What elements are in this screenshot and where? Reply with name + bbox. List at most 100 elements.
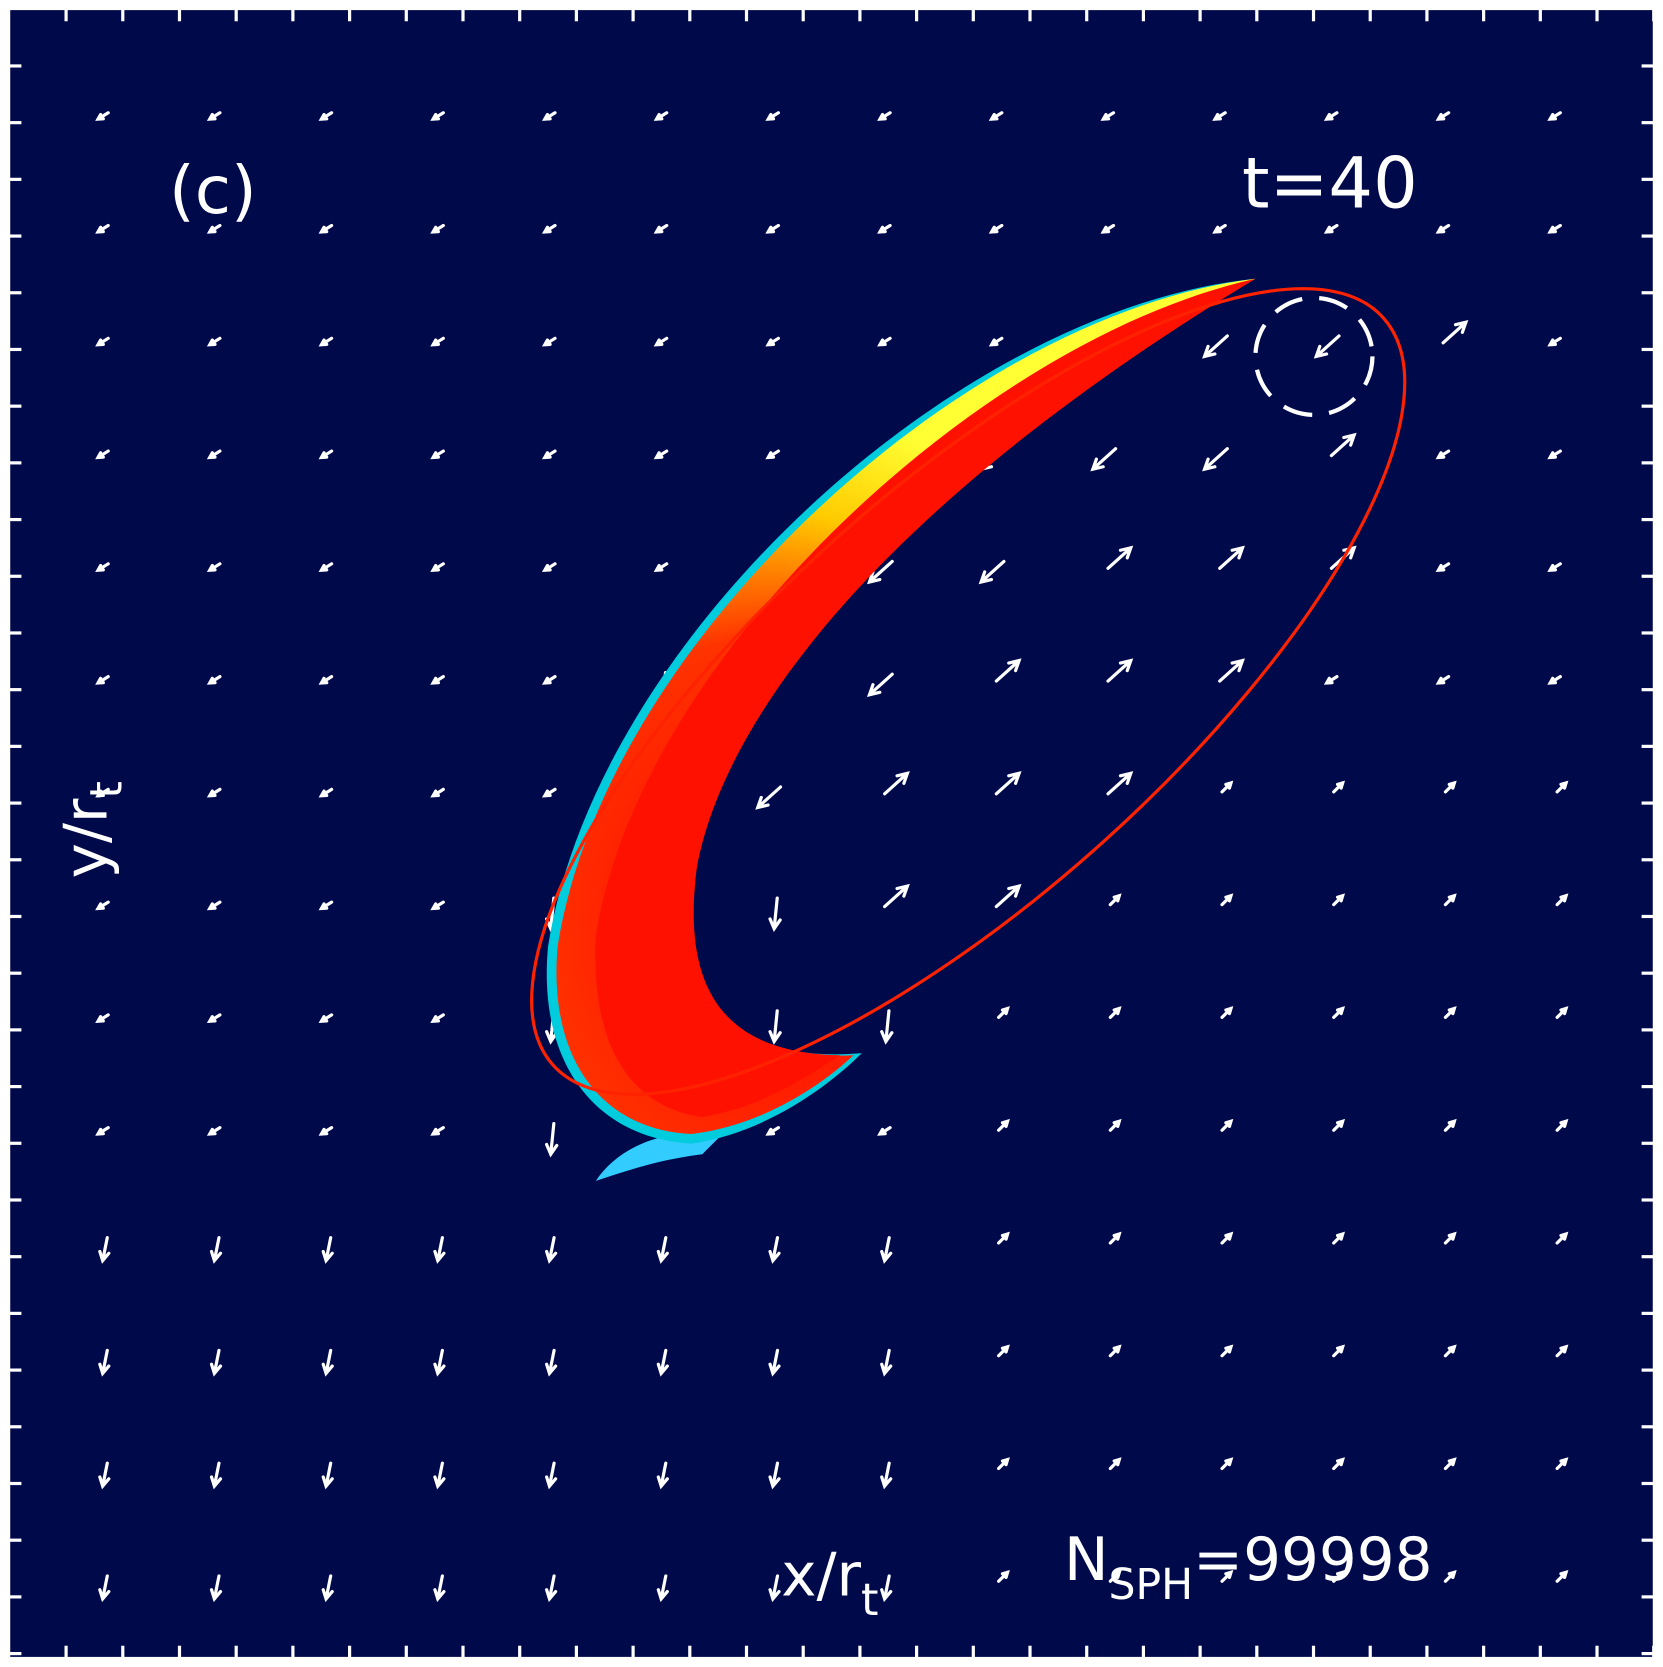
velocity-arrow <box>98 1236 111 1264</box>
velocity-arrow <box>1106 545 1134 570</box>
velocity-arrow <box>95 449 110 460</box>
velocity-arrow <box>1435 223 1451 234</box>
velocity-arrow <box>1555 1344 1569 1358</box>
velocity-arrow <box>1108 893 1122 907</box>
velocity-arrow <box>1443 1006 1457 1020</box>
velocity-arrow <box>997 1344 1010 1358</box>
velocity-arrow <box>321 1461 334 1490</box>
velocity-arrow <box>1555 893 1569 907</box>
velocity-arrow <box>1435 449 1451 460</box>
velocity-arrow <box>1106 658 1134 683</box>
velocity-arrow <box>768 1461 781 1490</box>
velocity-arrow <box>877 223 892 234</box>
stream-tail <box>595 1132 724 1181</box>
velocity-arrow <box>98 1461 111 1490</box>
velocity-arrow <box>545 1461 558 1490</box>
velocity-arrow <box>545 1574 558 1603</box>
velocity-arrow <box>433 1348 446 1377</box>
velocity-arrow <box>1547 449 1562 460</box>
velocity-arrow <box>1100 111 1116 121</box>
velocity-arrow <box>653 111 669 121</box>
velocity-arrow <box>1547 562 1562 572</box>
velocity-arrow <box>1106 771 1134 796</box>
velocity-arrow <box>1202 334 1229 359</box>
velocity-arrow <box>656 1574 669 1603</box>
velocity-arrow <box>95 674 110 685</box>
velocity-arrow <box>1547 223 1562 234</box>
velocity-arrow <box>1220 1344 1234 1358</box>
velocity-arrow <box>1547 674 1562 685</box>
velocity-arrow <box>1220 1231 1234 1245</box>
velocity-arrow <box>433 1574 446 1603</box>
velocity-arrow <box>988 111 1004 121</box>
velocity-arrow <box>206 1126 222 1136</box>
velocity-arrow <box>880 1574 893 1603</box>
velocity-arrow <box>95 1013 110 1024</box>
velocity-arrow <box>541 111 557 121</box>
velocity-arrow <box>768 896 782 933</box>
velocity-arrow <box>430 900 445 911</box>
velocity-arrow <box>321 1236 334 1264</box>
velocity-arrow <box>541 449 557 460</box>
velocity-arrow <box>318 223 334 234</box>
velocity-arrow <box>1443 780 1457 794</box>
velocity-arrow <box>541 336 557 347</box>
velocity-arrow <box>321 1574 334 1603</box>
plot-area <box>7 6 1656 1661</box>
velocity-arrow <box>318 1126 334 1136</box>
velocity-arrow <box>430 674 445 685</box>
velocity-arrow <box>1555 1569 1569 1583</box>
velocity-arrow <box>1108 1344 1122 1358</box>
velocity-arrow <box>755 785 783 810</box>
velocity-arrow <box>206 1013 222 1024</box>
velocity-arrow <box>768 1236 781 1264</box>
velocity-arrow <box>1332 1006 1346 1020</box>
velocity-arrow <box>209 1574 223 1603</box>
velocity-arrow <box>653 336 669 347</box>
velocity-arrow <box>545 1122 559 1158</box>
velocity-arrow <box>978 559 1006 585</box>
x-axis-label: x/rt <box>781 1542 878 1626</box>
frame-ticks <box>8 8 1656 1659</box>
velocity-arrow <box>209 1236 223 1264</box>
velocity-arrow <box>656 1348 669 1377</box>
velocity-arrow <box>1547 336 1562 347</box>
velocity-arrow <box>880 1236 893 1264</box>
velocity-arrow <box>209 1348 223 1377</box>
velocity-arrow <box>768 1009 782 1045</box>
velocity-arrow <box>880 1009 894 1045</box>
velocity-arrow <box>1443 893 1457 907</box>
velocity-arrow <box>653 223 669 234</box>
velocity-arrow <box>206 223 222 234</box>
velocity-arrow <box>880 1348 893 1377</box>
y-axis-label: y/rt <box>53 781 133 878</box>
velocity-arrow <box>866 672 894 697</box>
velocity-arrow <box>98 1574 111 1603</box>
velocity-arrow <box>997 1006 1010 1020</box>
velocity-arrow <box>765 449 781 460</box>
velocity-arrow <box>1108 1231 1122 1245</box>
velocity-arrow <box>883 771 910 796</box>
velocity-arrow <box>541 562 557 572</box>
velocity-arrow <box>95 1126 110 1136</box>
velocity-arrow <box>1108 1006 1122 1020</box>
velocity-arrow <box>765 1126 781 1136</box>
velocity-arrow <box>206 111 222 121</box>
x-axis-text: x/r <box>781 1542 861 1611</box>
velocity-arrow <box>1218 658 1245 683</box>
velocity-arrow <box>1100 223 1116 234</box>
panel-label: (c) <box>169 152 257 229</box>
velocity-arrow <box>656 1461 669 1490</box>
velocity-arrow <box>1218 545 1245 570</box>
velocity-arrow <box>318 562 334 572</box>
velocity-arrow <box>1332 1344 1346 1358</box>
velocity-arrow <box>209 1461 223 1490</box>
velocity-arrow <box>206 562 222 572</box>
velocity-arrow <box>545 1236 558 1264</box>
y-axis-subscript: t <box>80 781 132 799</box>
velocity-arrow <box>1220 893 1234 907</box>
tidal-radius-circle <box>1253 295 1375 418</box>
velocity-arrow <box>997 1231 1010 1245</box>
velocity-arrow <box>1435 562 1451 572</box>
